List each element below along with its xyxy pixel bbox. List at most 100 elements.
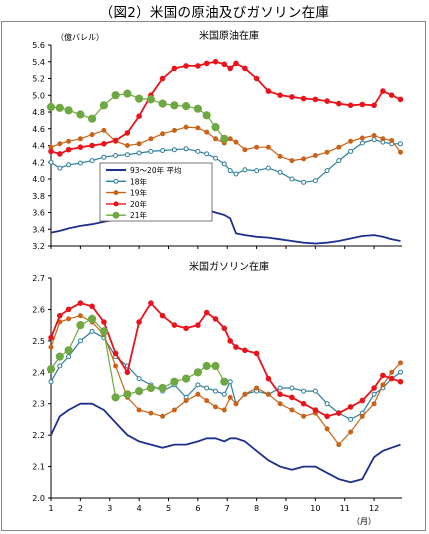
c1-point-1 — [371, 137, 377, 143]
c2-point-4 — [99, 327, 109, 336]
c1-y-tick-label: 4.6 — [32, 125, 45, 134]
c1-point-1 — [221, 161, 227, 167]
c2-point-4 — [76, 321, 85, 330]
c2-point-1 — [89, 328, 95, 334]
c2-point-3 — [212, 316, 219, 322]
c2-point-1 — [213, 388, 218, 394]
c1-point-3 — [300, 95, 307, 102]
c2-x-tick-label: 6 — [195, 504, 200, 513]
c2-x-tick-label: 2 — [78, 504, 83, 513]
c2-x-tick-label: 1 — [48, 504, 53, 513]
c1-point-3 — [159, 75, 166, 82]
c2-x-tick-label: 12 — [369, 504, 379, 513]
c1-point-1 — [183, 146, 189, 152]
c1-point-2 — [183, 124, 189, 130]
c1-point-3 — [136, 113, 142, 119]
c1-point-2 — [77, 136, 83, 142]
c1-y-tick-label: 3.6 — [32, 209, 45, 218]
c2-point-3 — [203, 309, 210, 316]
c2-point-3 — [112, 350, 119, 357]
c2-point-4 — [170, 377, 179, 386]
c1-point-3 — [57, 151, 63, 157]
c2-point-3 — [300, 400, 307, 407]
c2-point-2 — [301, 413, 307, 419]
c1-y-tick-label: 3.8 — [32, 192, 45, 201]
c2-point-2 — [183, 398, 189, 404]
c1-point-3 — [195, 63, 201, 69]
c1-point-2 — [312, 153, 318, 158]
c2-point-2 — [204, 398, 210, 404]
c2-point-3 — [253, 350, 260, 357]
c1-y-tick-label: 4.4 — [32, 142, 45, 151]
gasoline-chart-title: 米国ガソリン在庫 — [189, 260, 269, 273]
c1-point-3 — [347, 102, 354, 109]
c1-point-1 — [254, 168, 260, 174]
c1-point-1 — [171, 147, 177, 153]
c1-point-3 — [371, 102, 377, 109]
c1-y-tick-label: 5.2 — [32, 75, 45, 84]
c2-point-4 — [211, 361, 220, 371]
c2-point-1 — [301, 388, 307, 394]
c2-point-2 — [148, 410, 154, 416]
c1-point-1 — [398, 141, 403, 147]
c1-point-3 — [397, 96, 404, 103]
c1-point-1 — [101, 154, 107, 160]
legend-label-1: 18年 — [130, 176, 148, 186]
c1-point-3 — [112, 137, 119, 144]
c1-point-2 — [101, 127, 107, 133]
c2-point-1 — [277, 385, 283, 391]
c1-y-tick-label: 5.0 — [32, 91, 45, 100]
c1-point-2 — [136, 141, 142, 147]
c1-point-4 — [88, 114, 97, 123]
c2-point-2 — [265, 391, 271, 397]
c1-series-line-3 — [50, 60, 401, 155]
c1-point-2 — [195, 125, 201, 131]
gasoline-chart: 米国ガソリン在庫 2.02.12.22.32.42.52.62.71 2 3 4 5 6 7… — [32, 260, 404, 526]
c2-point-3 — [289, 394, 295, 401]
c2-point-2 — [171, 407, 177, 413]
c2-point-2 — [221, 407, 227, 413]
c1-point-1 — [233, 171, 239, 177]
c2-point-1 — [57, 363, 63, 369]
c1-point-2 — [336, 144, 342, 150]
legend-swatch-marker-3 — [113, 201, 119, 207]
c1-point-4 — [158, 99, 167, 108]
crude-series-group — [46, 58, 404, 245]
c2-point-4 — [46, 365, 56, 374]
c2-point-3 — [227, 338, 233, 344]
c1-point-3 — [289, 94, 295, 100]
c2-x-tick-label: 10 — [310, 504, 320, 513]
c1-point-2 — [398, 149, 403, 155]
c2-point-4 — [55, 352, 64, 361]
c2-point-1 — [312, 388, 318, 394]
c1-point-4 — [170, 101, 179, 110]
c1-point-3 — [221, 61, 228, 68]
c1-point-1 — [277, 169, 283, 175]
c1-point-3 — [312, 96, 319, 103]
c2-point-2 — [336, 442, 342, 448]
c2-point-1 — [398, 369, 403, 375]
c2-point-3 — [124, 369, 131, 376]
c2-series-line-2 — [50, 315, 401, 446]
c2-point-1 — [221, 391, 227, 397]
c2-x-tick-label: 7 — [225, 504, 230, 513]
c1-point-4 — [193, 104, 202, 113]
c2-point-3 — [242, 347, 248, 354]
c1-point-3 — [65, 146, 72, 153]
c1-y-tick-label: 5.4 — [32, 58, 45, 67]
c2-point-2 — [48, 344, 54, 350]
c2-point-4 — [88, 314, 97, 323]
c1-point-3 — [253, 75, 260, 82]
c1-point-4 — [211, 123, 220, 132]
c2-point-2 — [160, 413, 166, 419]
c2-point-3 — [359, 397, 366, 404]
c1-point-1 — [324, 168, 330, 174]
c1-point-1 — [160, 148, 166, 153]
c2-point-3 — [312, 407, 319, 413]
c1-point-3 — [233, 60, 239, 67]
c2-point-3 — [347, 404, 354, 410]
c1-point-1 — [77, 160, 83, 166]
c1-point-2 — [204, 129, 210, 135]
c1-point-2 — [57, 141, 63, 147]
